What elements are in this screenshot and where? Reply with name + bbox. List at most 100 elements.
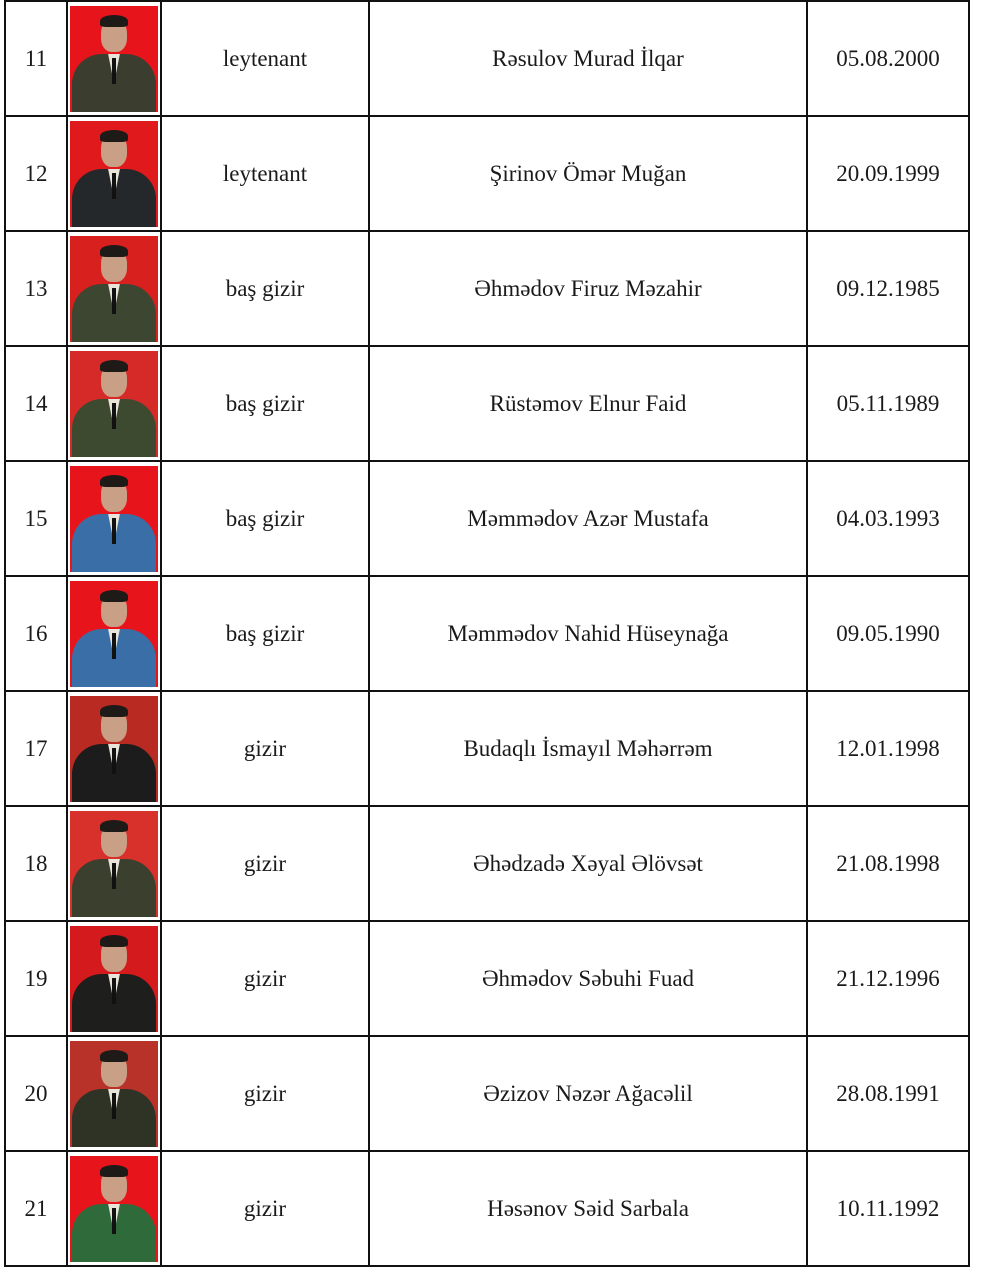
photo-cell xyxy=(66,575,162,692)
full-name: Şirinov Ömər Muğan xyxy=(368,115,808,232)
portrait-photo xyxy=(70,465,158,572)
portrait-photo xyxy=(70,5,158,112)
photo-cell xyxy=(66,230,162,347)
date-of-birth: 09.05.1990 xyxy=(806,575,970,692)
full-name: Rəsulov Murad İlqar xyxy=(368,0,808,117)
table-row: 14 baş gizir Rüstəmov Elnur Faid 05.11.1… xyxy=(4,345,970,462)
date-of-birth: 20.09.1999 xyxy=(806,115,970,232)
row-number: 16 xyxy=(4,575,68,692)
tie xyxy=(112,172,116,199)
photo-cell xyxy=(66,1150,162,1267)
portrait-photo xyxy=(70,1040,158,1147)
table-row: 16 baş gizir Məmmədov Nahid Hüseynağa 09… xyxy=(4,575,970,692)
full-name: Əzizov Nəzər Ağacəlil xyxy=(368,1035,808,1152)
table-row: 11 leytenant Rəsulov Murad İlqar 05.08.2… xyxy=(4,0,970,117)
full-name: Məmmədov Azər Mustafa xyxy=(368,460,808,577)
portrait-photo xyxy=(70,810,158,917)
hair xyxy=(100,14,128,27)
hair xyxy=(100,589,128,602)
table-row: 15 baş gizir Məmmədov Azər Mustafa 04.03… xyxy=(4,460,970,577)
hair xyxy=(100,934,128,947)
rank: gizir xyxy=(160,920,370,1037)
rank: gizir xyxy=(160,805,370,922)
table-row: 19 gizir Əhmədov Səbuhi Fuad 21.12.1996 xyxy=(4,920,970,1037)
date-of-birth: 10.11.1992 xyxy=(806,1150,970,1267)
full-name: Əhmədov Səbuhi Fuad xyxy=(368,920,808,1037)
portrait-photo xyxy=(70,925,158,1032)
full-name: Budaqlı İsmayıl Məhərrəm xyxy=(368,690,808,807)
hair xyxy=(100,359,128,372)
photo-cell xyxy=(66,805,162,922)
table-row: 17 gizir Budaqlı İsmayıl Məhərrəm 12.01.… xyxy=(4,690,970,807)
tie xyxy=(112,862,116,889)
tie xyxy=(112,1207,116,1234)
portrait-photo xyxy=(70,1155,158,1262)
date-of-birth: 05.08.2000 xyxy=(806,0,970,117)
rank: baş gizir xyxy=(160,460,370,577)
photo-cell xyxy=(66,0,162,117)
tie xyxy=(112,632,116,659)
rank: gizir xyxy=(160,1035,370,1152)
full-name: Əhmədov Firuz Məzahir xyxy=(368,230,808,347)
date-of-birth: 09.12.1985 xyxy=(806,230,970,347)
tie xyxy=(112,1092,116,1119)
date-of-birth: 21.12.1996 xyxy=(806,920,970,1037)
table-row: 13 baş gizir Əhmədov Firuz Məzahir 09.12… xyxy=(4,230,970,347)
hair xyxy=(100,129,128,142)
row-number: 20 xyxy=(4,1035,68,1152)
rank: baş gizir xyxy=(160,230,370,347)
tie xyxy=(112,287,116,314)
portrait-photo xyxy=(70,695,158,802)
portrait-photo xyxy=(70,350,158,457)
date-of-birth: 21.08.1998 xyxy=(806,805,970,922)
hair xyxy=(100,1049,128,1062)
row-number: 12 xyxy=(4,115,68,232)
portrait-photo xyxy=(70,580,158,687)
photo-cell xyxy=(66,1035,162,1152)
tie xyxy=(112,517,116,544)
row-number: 14 xyxy=(4,345,68,462)
full-name: Həsənov Səid Sarbala xyxy=(368,1150,808,1267)
tie xyxy=(112,57,116,84)
photo-cell xyxy=(66,690,162,807)
photo-cell xyxy=(66,460,162,577)
rank: baş gizir xyxy=(160,345,370,462)
table-row: 20 gizir Əzizov Nəzər Ağacəlil 28.08.199… xyxy=(4,1035,970,1152)
rank: leytenant xyxy=(160,0,370,117)
row-number: 21 xyxy=(4,1150,68,1267)
rank: gizir xyxy=(160,1150,370,1267)
hair xyxy=(100,1164,128,1177)
photo-cell xyxy=(66,920,162,1037)
hair xyxy=(100,244,128,257)
full-name: Əhədzadə Xəyal Əlövsət xyxy=(368,805,808,922)
personnel-table: 11 leytenant Rəsulov Murad İlqar 05.08.2… xyxy=(4,0,970,1267)
rank: leytenant xyxy=(160,115,370,232)
rank: baş gizir xyxy=(160,575,370,692)
row-number: 13 xyxy=(4,230,68,347)
table-row: 12 leytenant Şirinov Ömər Muğan 20.09.19… xyxy=(4,115,970,232)
row-number: 17 xyxy=(4,690,68,807)
date-of-birth: 04.03.1993 xyxy=(806,460,970,577)
tie xyxy=(112,402,116,429)
rank: gizir xyxy=(160,690,370,807)
row-number: 11 xyxy=(4,0,68,117)
date-of-birth: 12.01.1998 xyxy=(806,690,970,807)
table-row: 21 gizir Həsənov Səid Sarbala 10.11.1992 xyxy=(4,1150,970,1267)
row-number: 18 xyxy=(4,805,68,922)
photo-cell xyxy=(66,115,162,232)
table-row: 18 gizir Əhədzadə Xəyal Əlövsət 21.08.19… xyxy=(4,805,970,922)
portrait-photo xyxy=(70,120,158,227)
row-number: 19 xyxy=(4,920,68,1037)
date-of-birth: 05.11.1989 xyxy=(806,345,970,462)
tie xyxy=(112,747,116,774)
date-of-birth: 28.08.1991 xyxy=(806,1035,970,1152)
full-name: Rüstəmov Elnur Faid xyxy=(368,345,808,462)
photo-cell xyxy=(66,345,162,462)
hair xyxy=(100,819,128,832)
hair xyxy=(100,474,128,487)
hair xyxy=(100,704,128,717)
tie xyxy=(112,977,116,1004)
full-name: Məmmədov Nahid Hüseynağa xyxy=(368,575,808,692)
portrait-photo xyxy=(70,235,158,342)
row-number: 15 xyxy=(4,460,68,577)
